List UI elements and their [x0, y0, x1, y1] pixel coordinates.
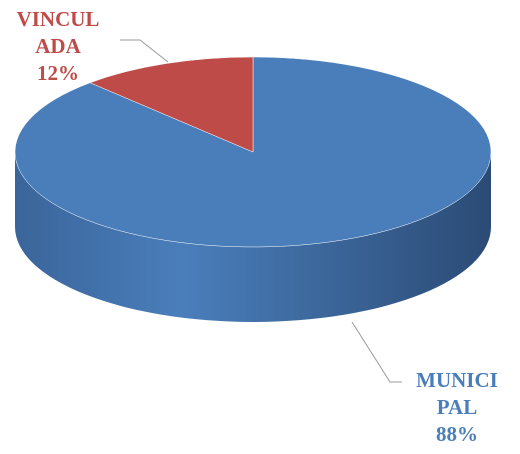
slice	[14, 56, 492, 248]
leader-line	[351, 321, 402, 383]
value-label: 88%	[436, 422, 478, 446]
value-label: 12%	[37, 61, 79, 85]
slice-label: MUNICIPAL 88%	[400, 367, 514, 448]
leader-line	[120, 39, 169, 63]
category-label: MUNICIPAL	[416, 368, 498, 419]
category-label: VINCULADA	[16, 7, 100, 58]
slice-label: VINCULADA 12%	[8, 6, 108, 87]
slice	[89, 56, 254, 153]
slice-side	[15, 152, 491, 322]
